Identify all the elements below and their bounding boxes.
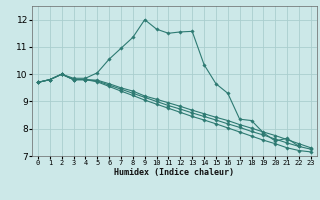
X-axis label: Humidex (Indice chaleur): Humidex (Indice chaleur) xyxy=(115,168,234,177)
